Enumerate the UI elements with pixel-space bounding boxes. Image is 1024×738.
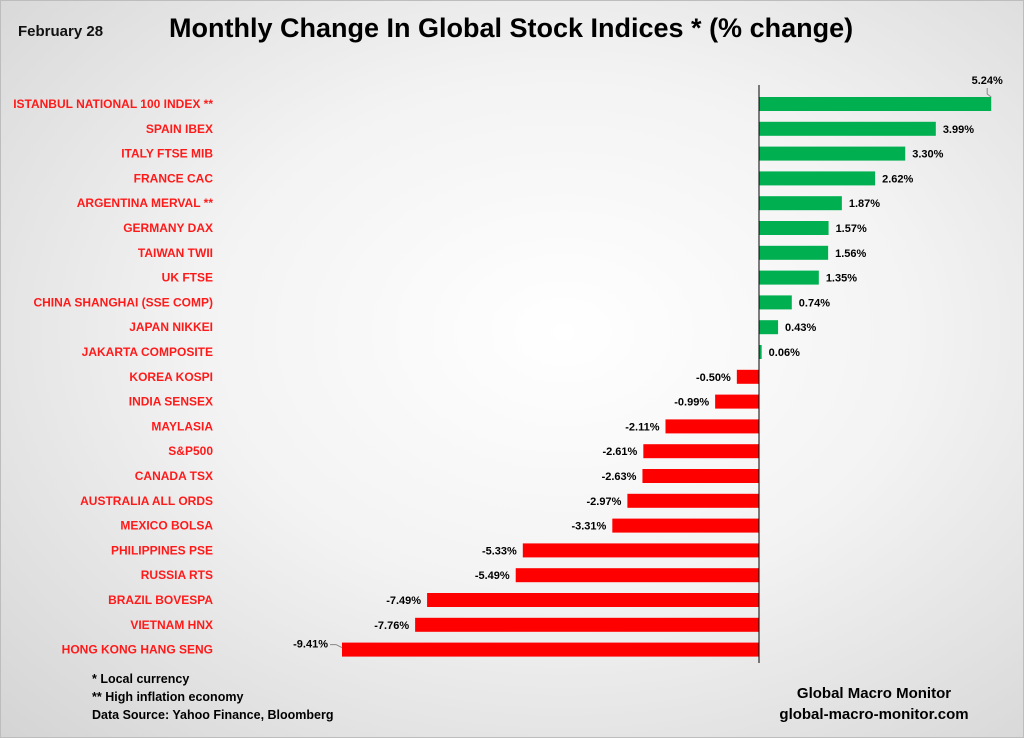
category-label-italy-ftse-mib: ITALY FTSE MIB [121,147,213,161]
bar-spain-ibex [759,121,936,136]
value-label-canada-tsx: -2.63% [602,471,637,483]
bar-india-sensex [715,394,759,409]
category-label-germany-dax: GERMANY DAX [123,221,213,235]
value-label-vietnam-hnx: -7.76% [374,620,409,632]
category-label-canada-tsx: CANADA TSX [135,469,213,483]
category-label-mexico-bolsa: MEXICO BOLSA [120,519,213,533]
bar-maylasia [665,419,759,434]
bar-brazil-bovespa [427,593,759,607]
category-label-jakarta-composite: JAKARTA COMPOSITE [82,345,213,359]
value-label-hong-kong-hang-seng: -9.41% [293,639,328,651]
category-label-spain-ibex: SPAIN IBEX [146,122,213,136]
value-label-argentina-merval: 1.87% [849,198,880,210]
value-labels: 5.24% 3.99% 3.30% 2.62% 1.87% 1.57% 1.56% 1.35%… [293,75,1003,651]
category-label-india-sensex: INDIA SENSEX [129,395,213,409]
value-label-spain-ibex: 3.99% [943,124,974,136]
category-label-uk-ftse: UK FTSE [162,271,213,285]
bar-vietnam-hnx [415,617,759,632]
bar-mexico-bolsa [612,518,759,533]
value-label-russia-rts: -5.49% [475,570,510,582]
value-label-australia-all-ords: -2.97% [587,496,622,508]
bar-china-shanghai-sse-comp [759,295,792,310]
value-label-jakarta-composite: 0.06% [769,347,800,359]
footnote-data-source: Data Source: Yahoo Finance, Bloomberg [92,708,334,722]
date-label: February 28 [18,23,104,40]
value-label-taiwan-twii: 1.56% [835,248,866,260]
value-label-korea-kospi: -0.50% [696,372,731,384]
category-label-istanbul-national-100-index: ISTANBUL NATIONAL 100 INDEX ** [13,97,213,111]
category-label-vietnam-hnx: VIETNAM HNX [130,618,213,632]
bar-taiwan-twii [759,245,829,260]
value-label-uk-ftse: 1.35% [826,273,857,285]
bar-jakarta-composite [759,345,762,359]
bar-hong-kong-hang-seng [342,642,759,657]
category-label-argentina-merval: ARGENTINA MERVAL ** [77,196,214,210]
footnotes: * Local currency ** High inflation econo… [92,670,334,724]
bar-korea-kospi [736,369,759,384]
category-label-hong-kong-hang-seng: HONG KONG HANG SENG [62,643,213,657]
category-label-philippines-pse: PHILIPPINES PSE [111,543,213,557]
value-label-s-p500: -2.61% [602,446,637,458]
category-label-japan-nikkei: JAPAN NIKKEI [129,320,213,334]
category-label-korea-kospi: KOREA KOSPI [129,370,213,384]
bar-argentina-merval [759,196,842,211]
leader-line-istanbul-national-100-index [986,88,992,98]
bar-s-p500 [643,444,759,459]
value-label-philippines-pse: -5.33% [482,545,517,557]
bar-canada-tsx [642,469,759,483]
value-label-istanbul-national-100-index: 5.24% [972,75,1003,87]
chart-title: Monthly Change In Global Stock Indices *… [169,13,854,43]
category-label-maylasia: MAYLASIA [151,419,213,433]
category-label-taiwan-twii: TAIWAN TWII [138,246,213,260]
bar-istanbul-national-100-index [759,97,992,111]
bar-russia-rts [515,568,759,583]
bar-australia-all-ords [627,493,759,508]
bar-uk-ftse [759,270,819,285]
value-label-india-sensex: -0.99% [674,397,709,409]
footnote-local-currency: * Local currency [92,672,190,686]
credit-block: Global Macro Monitor global-macro-monito… [771,683,977,725]
leader-line-hong-kong-hang-seng [330,644,343,649]
bars-group [342,97,992,657]
credit-name: Global Macro Monitor [796,685,952,702]
category-labels: ISTANBUL NATIONAL 100 INDEX ** SPAIN IBEX… [13,97,213,657]
category-label-russia-rts: RUSSIA RTS [141,568,213,582]
value-label-brazil-bovespa: -7.49% [386,595,421,607]
category-label-australia-all-ords: AUSTRALIA ALL ORDS [80,494,213,508]
category-label-brazil-bovespa: BRAZIL BOVESPA [108,593,213,607]
value-label-france-cac: 2.62% [882,173,913,185]
bar-italy-ftse-mib [759,146,906,161]
category-label-china-shanghai-sse-comp: CHINA SHANGHAI (SSE COMP) [33,295,213,309]
value-label-maylasia: -2.11% [625,421,659,433]
bar-philippines-pse [522,543,759,558]
value-label-italy-ftse-mib: 3.30% [912,149,943,161]
value-label-mexico-bolsa: -3.31% [571,521,606,533]
bar-france-cac [759,171,876,186]
category-label-s-p500: S&P500 [168,444,213,458]
credit-url: global-macro-monitor.com [779,706,969,723]
value-label-japan-nikkei: 0.43% [785,322,816,334]
value-label-china-shanghai-sse-comp: 0.74% [799,297,830,309]
footnote-high-inflation: ** High inflation economy [92,690,244,704]
bar-japan-nikkei [759,320,779,335]
bar-germany-dax [759,221,829,235]
category-label-france-cac: FRANCE CAC [134,171,214,185]
value-label-germany-dax: 1.57% [836,223,867,235]
